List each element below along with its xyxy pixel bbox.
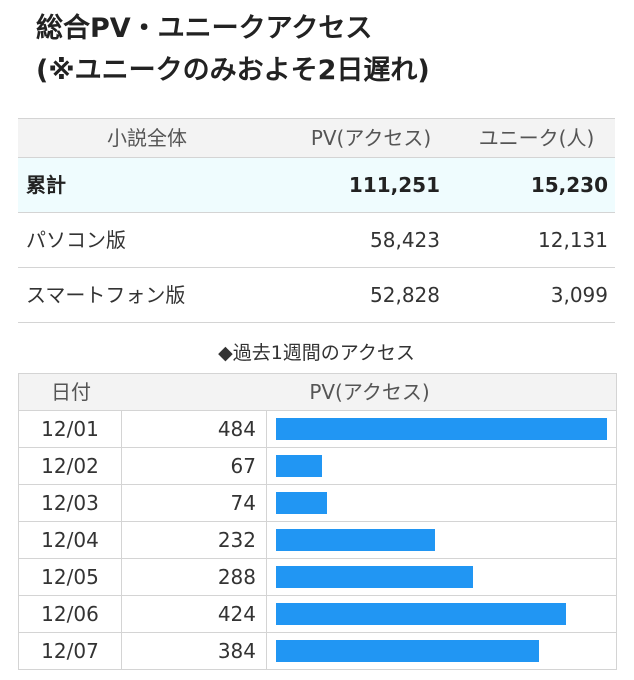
weekly-bar <box>276 640 539 662</box>
weekly-pv-value: 384 <box>122 633 267 669</box>
summary-unique-value: 15,230 <box>530 173 608 197</box>
weekly-bar <box>276 492 327 514</box>
weekly-date-label: 12/06 <box>19 596 122 632</box>
weekly-row: 12/02 67 <box>19 448 616 485</box>
weekly-bar <box>276 529 435 551</box>
weekly-row: 12/06 424 <box>19 596 616 633</box>
weekly-date-label: 12/05 <box>19 559 122 595</box>
summary-label: 累計 <box>26 173 66 197</box>
weekly-row: 12/05 288 <box>19 559 616 596</box>
weekly-date-label: 12/03 <box>19 485 122 521</box>
weekly-pv-value: 74 <box>122 485 267 521</box>
weekly-caption: ◆過去1週間のアクセス <box>218 342 415 364</box>
summary-pv-value: 58,423 <box>370 228 440 252</box>
weekly-bar <box>276 418 607 440</box>
weekly-pv-value: 484 <box>122 411 267 447</box>
summary-header-unique: ユニーク(人) <box>478 126 595 150</box>
weekly-bar <box>276 455 322 477</box>
weekly-bar-cell <box>268 411 615 447</box>
weekly-pv-value: 424 <box>122 596 267 632</box>
page-title: 総合PV・ユニークアクセス (※ユニークのみおよそ2日遅れ) <box>36 8 626 92</box>
weekly-header-date: 日付 <box>51 380 91 404</box>
summary-unique-value: 12,131 <box>538 228 608 252</box>
summary-table: 小説全体 PV(アクセス) ユニーク(人) 累計 111,251 15,230 … <box>18 118 615 323</box>
summary-label: パソコン版 <box>26 228 126 252</box>
summary-label: スマートフォン版 <box>26 283 186 307</box>
weekly-date-label: 12/07 <box>19 633 122 669</box>
summary-row-pc: パソコン版 58,423 12,131 <box>18 213 615 268</box>
weekly-date-label: 12/02 <box>19 448 122 484</box>
weekly-bar <box>276 603 566 625</box>
summary-unique-value: 3,099 <box>550 283 608 307</box>
weekly-rows: 12/01 484 12/02 67 12/03 74 12/04 232 12/05 288 12… <box>19 411 616 670</box>
weekly-header-row: 日付 PV(アクセス) <box>19 374 616 411</box>
weekly-bar-cell <box>268 596 615 632</box>
weekly-row: 12/01 484 <box>19 411 616 448</box>
summary-pv-value: 111,251 <box>348 173 440 197</box>
weekly-row: 12/04 232 <box>19 522 616 559</box>
weekly-pv-value: 67 <box>122 448 267 484</box>
weekly-date-label: 12/01 <box>19 411 122 447</box>
summary-row-total: 累計 111,251 15,230 <box>18 158 615 213</box>
weekly-bar-cell <box>268 559 615 595</box>
weekly-bar-cell <box>268 633 615 669</box>
summary-pv-value: 52,828 <box>370 283 440 307</box>
weekly-date-label: 12/04 <box>19 522 122 558</box>
weekly-bar-cell <box>268 522 615 558</box>
title-line-2: (※ユニークのみおよそ2日遅れ) <box>36 55 430 86</box>
weekly-bar-cell <box>268 448 615 484</box>
weekly-header-pv: PV(アクセス) <box>309 380 430 404</box>
weekly-row: 12/03 74 <box>19 485 616 522</box>
summary-header-row: 小説全体 PV(アクセス) ユニーク(人) <box>18 119 615 158</box>
weekly-pv-value: 232 <box>122 522 267 558</box>
summary-header-pv: PV(アクセス) <box>310 126 432 150</box>
weekly-pv-value: 288 <box>122 559 267 595</box>
summary-header-scope: 小説全体 <box>107 126 187 150</box>
summary-row-smartphone: スマートフォン版 52,828 3,099 <box>18 268 615 323</box>
weekly-bar <box>276 566 473 588</box>
weekly-row: 12/07 384 <box>19 633 616 670</box>
title-line-1: 総合PV・ユニークアクセス <box>36 13 373 44</box>
weekly-table: 日付 PV(アクセス) 12/01 484 12/02 67 12/03 74 12/04 2… <box>18 373 617 670</box>
weekly-bar-cell <box>268 485 615 521</box>
